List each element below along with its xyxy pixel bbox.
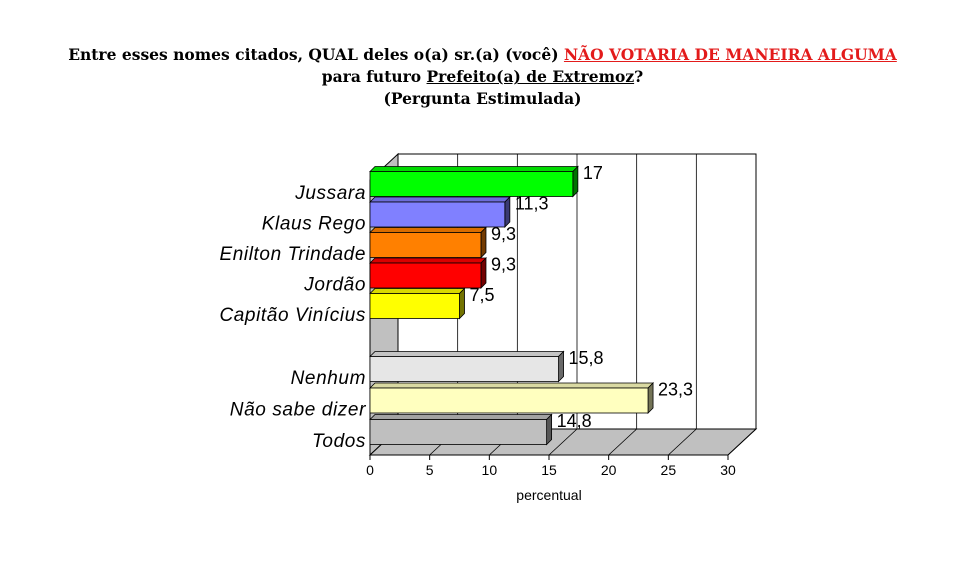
category-label-capitao-vinicius: Capitão Vinícius xyxy=(219,305,366,326)
chart-title: Entre esses nomes citados, QUAL deles o(… xyxy=(0,44,965,110)
tick-label-15: 15 xyxy=(541,462,557,478)
bar-front-nao-sabe-dizer xyxy=(369,387,649,414)
bar-front-jussara xyxy=(369,171,574,197)
value-label-nenhum: 15,8 xyxy=(569,348,604,368)
title-line-1-text: Entre esses nomes citados, QUAL deles o(… xyxy=(68,45,564,64)
bar-top-capitao-vinicius xyxy=(369,288,466,294)
bar-jordao xyxy=(369,257,487,289)
value-label-todos: 14,8 xyxy=(557,411,592,431)
bar-side-jussara xyxy=(572,165,579,198)
title-line-2-text: para futuro xyxy=(321,67,427,86)
x-axis-title: percentual xyxy=(516,487,581,503)
floor-gridline xyxy=(668,428,697,456)
value-label-nao-sabe-dizer: 23,3 xyxy=(658,380,693,400)
category-label-nenhum: Nenhum xyxy=(291,368,366,389)
bar-enilton-trindade xyxy=(369,226,487,259)
bar-front-klaus-rego xyxy=(369,201,506,228)
floor-gridline xyxy=(727,428,757,456)
chart-bars xyxy=(369,165,655,446)
title-line-2: para futuro Prefeito(a) de Extremoz? xyxy=(0,66,965,88)
bar-jussara xyxy=(369,165,579,198)
bar-nao-sabe-dizer xyxy=(369,382,655,414)
bar-top-todos xyxy=(369,414,553,420)
value-label-jordao: 9,3 xyxy=(491,255,516,275)
bar-top-klaus-rego xyxy=(369,196,511,203)
title-highlight: NÃO VOTARIA DE MANEIRA ALGUMA xyxy=(563,45,897,64)
tick-label-0: 0 xyxy=(366,462,374,478)
floor-gridline xyxy=(548,428,578,456)
tick-label-20: 20 xyxy=(601,462,617,478)
title-underlined: Prefeito(a) de Extremoz xyxy=(426,67,635,86)
bar-side-nao-sabe-dizer xyxy=(647,382,654,414)
bar-nenhum xyxy=(369,350,565,383)
bar-side-enilton-trindade xyxy=(480,226,487,259)
bar-top-enilton-trindade xyxy=(369,227,487,233)
category-label-todos: Todos xyxy=(312,431,366,452)
bar-front-enilton-trindade xyxy=(369,232,482,258)
tick-label-25: 25 xyxy=(661,462,677,478)
bar-todos xyxy=(369,413,553,446)
value-label-jussara: 17 xyxy=(583,163,603,183)
tick-label-10: 10 xyxy=(482,462,498,478)
category-label-jussara: Jussara xyxy=(294,183,366,204)
bar-front-todos xyxy=(369,419,548,445)
bar-top-nenhum xyxy=(369,351,565,357)
bar-side-capitao-vinicius xyxy=(459,287,465,320)
bar-side-nenhum xyxy=(558,350,564,383)
bar-side-todos xyxy=(546,413,553,446)
bar-klaus-rego xyxy=(369,196,511,228)
bar-front-capitao-vinicius xyxy=(369,293,460,319)
floor-gridline xyxy=(608,428,637,456)
bar-side-klaus-rego xyxy=(504,196,511,228)
tick-label-5: 5 xyxy=(426,462,434,478)
value-label-enilton-trindade: 9,3 xyxy=(491,224,516,244)
bar-front-nenhum xyxy=(369,356,559,382)
category-label-klaus-rego: Klaus Rego xyxy=(262,214,366,235)
value-label-capitao-vinicius: 7,5 xyxy=(470,285,495,305)
x-axis-ticks: 0 5 10 15 20 25 30 xyxy=(366,455,736,478)
title-line-1: Entre esses nomes citados, QUAL deles o(… xyxy=(0,44,965,66)
category-label-nao-sabe-dizer: Não sabe dizer xyxy=(230,400,366,421)
value-label-klaus-rego: 11,3 xyxy=(515,194,549,214)
bar-side-jordao xyxy=(480,257,487,289)
bar-front-jordao xyxy=(369,262,482,289)
bar-capitao-vinicius xyxy=(369,287,466,320)
bar-top-nao-sabe-dizer xyxy=(369,382,655,389)
bar-top-jordao xyxy=(369,257,487,264)
bar-top-jussara xyxy=(369,166,579,172)
tick-label-30: 30 xyxy=(720,462,736,478)
category-label-enilton-trindade: Enilton Trindade xyxy=(219,244,366,265)
title-line-3: (Pergunta Estimulada) xyxy=(383,89,582,108)
category-label-jordao: Jordão xyxy=(303,275,366,296)
category-labels: Jussara Klaus Rego Enilton Trindade Jordão C… xyxy=(219,183,366,452)
value-labels: 17 11,3 9,3 9,3 7,5 15,8 23,3 14,8 xyxy=(470,163,694,431)
title-line-2-suffix: ? xyxy=(634,67,644,86)
